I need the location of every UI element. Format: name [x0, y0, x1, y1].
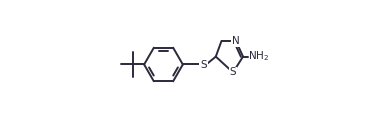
Text: S: S — [200, 59, 207, 70]
Text: NH$_2$: NH$_2$ — [249, 49, 270, 63]
Text: N: N — [232, 36, 240, 46]
Text: S: S — [230, 67, 236, 77]
